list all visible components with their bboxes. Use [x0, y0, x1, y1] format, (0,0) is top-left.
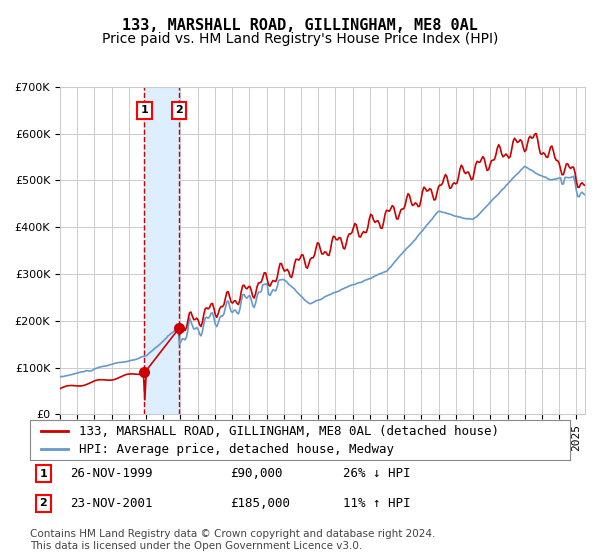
Bar — [145, 87, 179, 414]
Text: 26% ↓ HPI: 26% ↓ HPI — [343, 467, 410, 480]
Text: 1: 1 — [140, 105, 148, 115]
Text: 1: 1 — [40, 469, 47, 479]
Text: HPI: Average price, detached house, Medway: HPI: Average price, detached house, Medw… — [79, 442, 394, 455]
Text: 23-NOV-2001: 23-NOV-2001 — [71, 497, 153, 510]
Text: 133, MARSHALL ROAD, GILLINGHAM, ME8 0AL (detached house): 133, MARSHALL ROAD, GILLINGHAM, ME8 0AL … — [79, 425, 499, 438]
Text: 26-NOV-1999: 26-NOV-1999 — [71, 467, 153, 480]
Text: £185,000: £185,000 — [230, 497, 290, 510]
Text: 11% ↑ HPI: 11% ↑ HPI — [343, 497, 410, 510]
Text: £90,000: £90,000 — [230, 467, 283, 480]
Text: Contains HM Land Registry data © Crown copyright and database right 2024.
This d: Contains HM Land Registry data © Crown c… — [30, 529, 436, 551]
Text: 133, MARSHALL ROAD, GILLINGHAM, ME8 0AL: 133, MARSHALL ROAD, GILLINGHAM, ME8 0AL — [122, 18, 478, 33]
Text: 2: 2 — [175, 105, 182, 115]
Text: 2: 2 — [40, 498, 47, 508]
Text: Price paid vs. HM Land Registry's House Price Index (HPI): Price paid vs. HM Land Registry's House … — [102, 32, 498, 46]
